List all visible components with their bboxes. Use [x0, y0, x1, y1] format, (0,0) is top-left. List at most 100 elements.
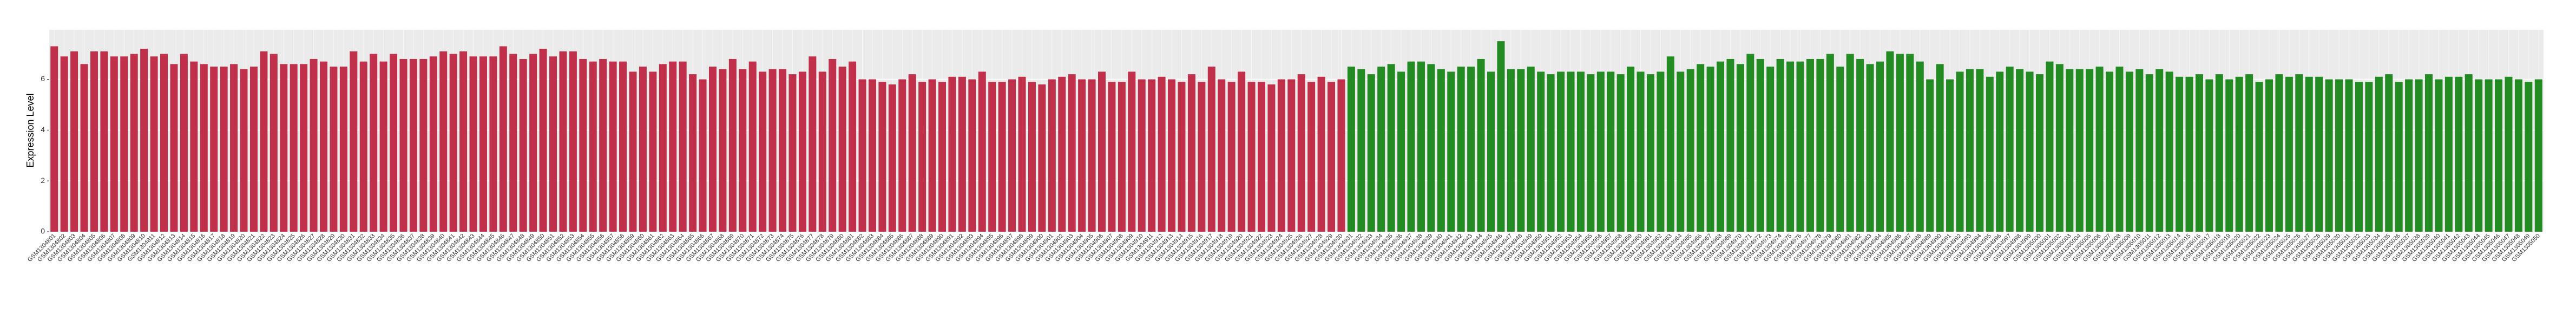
bar	[788, 74, 797, 232]
bar	[938, 82, 947, 232]
bar	[390, 54, 398, 232]
bar	[519, 58, 527, 232]
bar	[1846, 54, 1854, 232]
bar	[968, 79, 976, 232]
bar	[798, 71, 806, 232]
bar	[2514, 79, 2522, 232]
bar	[569, 51, 577, 232]
bar	[1247, 82, 1256, 232]
y-tick-label: 6	[41, 74, 45, 83]
bar	[190, 61, 198, 232]
bar	[300, 64, 308, 232]
bar	[1108, 82, 1116, 232]
bar	[100, 51, 108, 232]
bar	[2046, 61, 2054, 232]
bar	[1088, 79, 1096, 232]
bar	[1866, 64, 1874, 232]
bar	[479, 56, 487, 232]
bar	[1677, 71, 1685, 232]
bar	[459, 51, 468, 232]
bar	[1018, 76, 1026, 232]
bar	[708, 67, 717, 232]
bar	[1547, 74, 1555, 232]
bar	[1666, 56, 1674, 232]
bar	[1616, 74, 1625, 232]
bar	[1098, 71, 1106, 232]
bar	[978, 71, 986, 232]
bar	[1427, 64, 1435, 232]
bar	[2375, 76, 2383, 232]
bar	[918, 82, 926, 232]
bar	[2465, 74, 2473, 232]
bar	[240, 69, 248, 232]
bar	[140, 49, 148, 232]
bar	[1038, 84, 1046, 232]
bar	[1926, 79, 1934, 232]
bar	[2115, 67, 2124, 232]
bar	[1128, 71, 1136, 232]
bar	[2355, 82, 2363, 232]
bar	[339, 67, 347, 232]
bar	[1387, 64, 1395, 232]
bar	[818, 71, 826, 232]
bar	[1118, 82, 1126, 232]
bar	[1078, 79, 1086, 232]
bar	[2315, 76, 2323, 232]
bar	[2385, 74, 2393, 232]
bar	[2435, 79, 2443, 232]
bar	[330, 67, 338, 232]
y-tick-label: 0	[41, 227, 45, 236]
bar	[2275, 74, 2283, 232]
bar	[2006, 67, 2014, 232]
bar	[768, 69, 777, 232]
bar	[1946, 79, 1954, 232]
bar	[469, 56, 477, 232]
bar	[2495, 79, 2503, 232]
bar	[1746, 54, 1754, 232]
bar	[2325, 79, 2333, 232]
bar	[379, 61, 387, 232]
bar	[1417, 61, 1425, 232]
bar	[170, 64, 178, 232]
bar	[2176, 76, 2184, 232]
bar	[2245, 74, 2253, 232]
bar	[1916, 61, 1924, 232]
bar	[1507, 69, 1515, 232]
bar	[1048, 79, 1056, 232]
bar	[589, 61, 597, 232]
bar	[449, 54, 457, 232]
bar	[1786, 61, 1795, 232]
bar	[1407, 61, 1415, 232]
bar	[160, 54, 168, 232]
bar	[1717, 61, 1725, 232]
bar	[1227, 82, 1236, 232]
bar	[2125, 71, 2133, 232]
bar	[2265, 79, 2273, 232]
bar	[1028, 82, 1036, 232]
y-axis-title: Expression Level	[25, 93, 36, 167]
bar	[249, 67, 258, 232]
bar	[2415, 79, 2423, 232]
bar	[1198, 82, 1206, 232]
bar	[310, 58, 318, 232]
bar	[2066, 69, 2074, 232]
bar	[988, 82, 996, 232]
bar	[659, 64, 667, 232]
bar	[1697, 64, 1705, 232]
bar	[928, 79, 936, 232]
bar	[1187, 74, 1195, 232]
bar	[1447, 71, 1455, 232]
bar	[2205, 79, 2213, 232]
bar	[2424, 74, 2433, 232]
bar	[1457, 67, 1465, 232]
bar	[779, 69, 787, 232]
bar	[1826, 54, 1834, 232]
bar	[350, 51, 358, 232]
bar	[1576, 71, 1585, 232]
bars	[50, 41, 2542, 232]
bar	[370, 54, 378, 232]
bar	[2055, 64, 2064, 232]
bar	[719, 69, 727, 232]
bar	[1178, 82, 1186, 232]
bar	[1736, 64, 1744, 232]
